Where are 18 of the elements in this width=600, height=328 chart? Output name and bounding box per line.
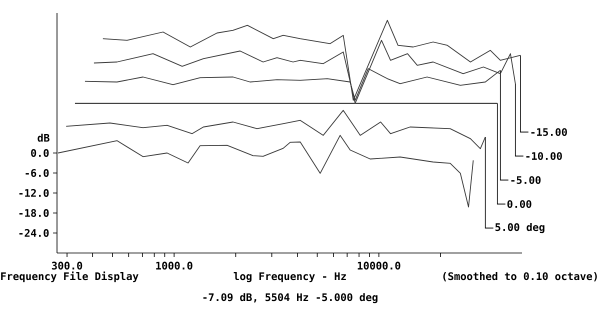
text: -5.00 — [511, 176, 541, 184]
text: -15.00 — [531, 128, 567, 136]
y-tick-label: -18.0 — [19, 209, 49, 217]
y-tick-label: 0.0 — [31, 149, 49, 157]
x-tick-label: 10000.0 — [358, 262, 400, 270]
x-tick-label: 300.0 — [52, 262, 82, 270]
y-tick-label: -6.0 — [26, 169, 49, 177]
text: (Smoothed to 0.10 octave) — [443, 272, 597, 282]
x-tick-label: 1000.0 — [156, 262, 192, 270]
y-axis-title: dB — [38, 134, 50, 142]
x-axis-title: log Frequency - Hz — [234, 272, 346, 282]
y-tick-label: -12.0 — [19, 189, 49, 197]
y-tick-label: -24.0 — [19, 229, 49, 237]
text: 5.00 deg — [495, 222, 544, 234]
text: -10.00 — [526, 152, 562, 160]
text: -7.09 dB, 5504 Hz -5.000 deg — [203, 293, 378, 304]
text: 0.00 — [507, 200, 532, 208]
text: Frequency File Display — [1, 272, 138, 282]
